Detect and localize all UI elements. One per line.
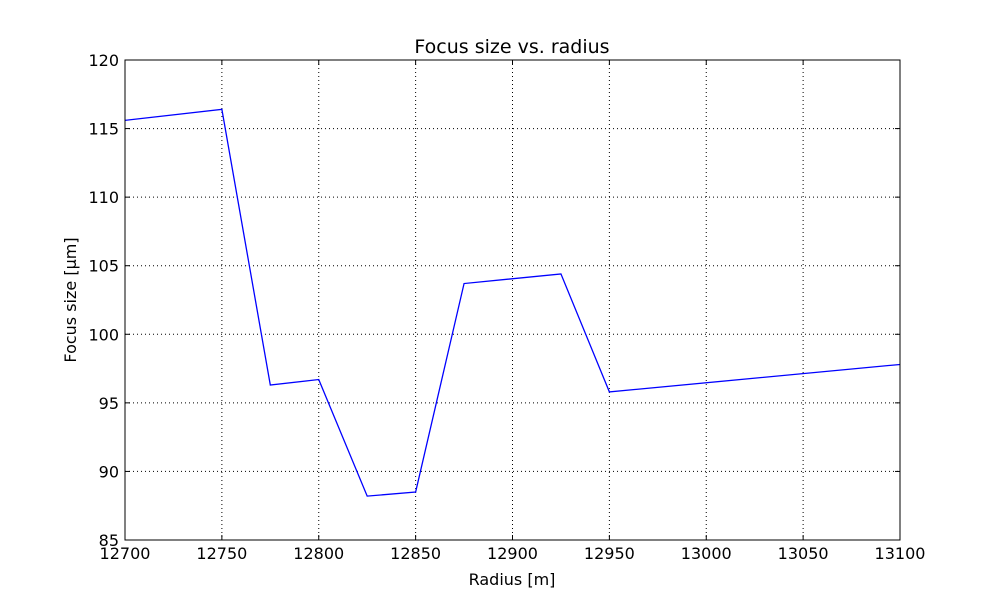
x-tick-label: 12950 bbox=[584, 544, 635, 563]
x-tick-label: 12800 bbox=[293, 544, 344, 563]
tick-labels: 12700 12750 12800 12850 12900 12950 13000 13050… bbox=[88, 51, 925, 563]
y-tick-label: 120 bbox=[88, 51, 119, 70]
ticks bbox=[124, 59, 901, 541]
x-tick-label: 13100 bbox=[875, 544, 926, 563]
x-tick-label: 12700 bbox=[100, 544, 151, 563]
chart-title: Focus size vs. radius bbox=[414, 36, 609, 58]
y-tick-label: 95 bbox=[99, 394, 119, 413]
x-tick-label: 12850 bbox=[390, 544, 441, 563]
y-tick-label: 105 bbox=[88, 257, 119, 276]
series-line bbox=[124, 108, 901, 497]
x-tick-label: 12900 bbox=[487, 544, 538, 563]
y-axis-label: Focus size [µm] bbox=[61, 237, 80, 362]
y-tick-label: 100 bbox=[88, 325, 119, 344]
series-layer bbox=[124, 108, 901, 497]
y-tick-label: 115 bbox=[88, 120, 119, 139]
grid bbox=[125, 60, 900, 540]
y-tick-label: 85 bbox=[99, 531, 119, 550]
x-tick-label: 13000 bbox=[681, 544, 732, 563]
y-tick-label: 90 bbox=[99, 462, 119, 481]
x-tick-label: 12750 bbox=[196, 544, 247, 563]
x-tick-label: 13050 bbox=[778, 544, 829, 563]
x-axis-label: Radius [m] bbox=[469, 570, 556, 589]
y-tick-label: 110 bbox=[88, 188, 119, 207]
